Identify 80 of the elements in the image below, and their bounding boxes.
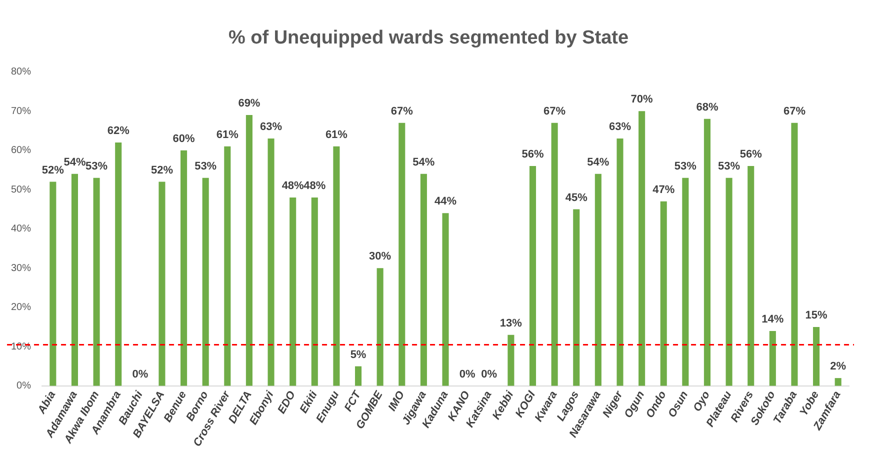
data-label: 53% xyxy=(674,160,697,172)
data-label: 53% xyxy=(86,160,108,172)
data-label: 68% xyxy=(696,101,718,114)
bar xyxy=(311,197,318,386)
y-tick-label: 20% xyxy=(11,302,32,314)
data-label: 67% xyxy=(390,105,414,118)
data-label: 67% xyxy=(783,105,806,118)
data-label: 70% xyxy=(630,94,654,106)
bar xyxy=(202,178,209,386)
data-label: 61% xyxy=(325,128,348,141)
bar xyxy=(682,178,689,386)
data-label: 14% xyxy=(762,313,784,326)
bar xyxy=(290,197,296,386)
bar xyxy=(50,182,56,386)
data-label: 0% xyxy=(132,368,148,380)
bar xyxy=(158,182,166,386)
y-tick-label: 60% xyxy=(11,145,32,156)
data-label: 62% xyxy=(107,125,130,138)
chart-title: % of Unequipped wards segmented by State xyxy=(228,28,629,49)
data-label: 44% xyxy=(434,196,457,208)
bar xyxy=(376,268,384,386)
y-tick-label: 40% xyxy=(11,224,32,235)
data-label: 48% xyxy=(282,180,304,192)
bar xyxy=(398,122,406,386)
bar xyxy=(616,138,624,386)
bar xyxy=(813,327,820,386)
data-label: 0% xyxy=(459,368,476,380)
y-tick-label: 70% xyxy=(11,106,32,117)
bar xyxy=(420,174,427,386)
data-label: 47% xyxy=(652,184,675,196)
bar xyxy=(93,178,100,386)
data-label: 56% xyxy=(522,148,544,161)
y-tick-label: 30% xyxy=(11,262,32,274)
bar xyxy=(573,209,580,386)
bar xyxy=(551,122,558,386)
data-label: 52% xyxy=(150,164,174,176)
y-tick-label: 0% xyxy=(16,380,32,392)
bar xyxy=(224,146,231,386)
bar xyxy=(115,142,122,386)
bar xyxy=(726,178,732,386)
bar xyxy=(748,166,754,386)
bar xyxy=(268,138,274,386)
data-label: 69% xyxy=(238,98,260,110)
bar xyxy=(660,201,667,386)
bar xyxy=(333,146,340,386)
data-label: 61% xyxy=(216,128,239,141)
bar xyxy=(442,213,449,386)
data-label: 63% xyxy=(608,121,632,134)
data-label: 60% xyxy=(172,132,195,145)
data-label: 45% xyxy=(565,192,588,204)
data-label: 67% xyxy=(544,105,566,118)
data-label: 0% xyxy=(481,368,498,380)
data-label: 54% xyxy=(587,156,610,168)
bar xyxy=(354,366,362,386)
data-label: 53% xyxy=(718,160,740,172)
bar xyxy=(834,378,842,386)
bar xyxy=(769,330,776,386)
bar xyxy=(529,166,536,386)
bar xyxy=(704,118,711,386)
data-label: 56% xyxy=(740,148,762,161)
data-label: 54% xyxy=(64,156,86,168)
data-label: 54% xyxy=(412,156,435,168)
data-label: 2% xyxy=(830,360,846,373)
data-label: 30% xyxy=(369,250,392,263)
bar xyxy=(791,122,798,386)
bar xyxy=(180,150,188,386)
data-label: 53% xyxy=(194,160,217,172)
data-label: 48% xyxy=(304,180,326,192)
y-tick-label: 50% xyxy=(11,184,32,196)
data-label: 52% xyxy=(42,164,64,176)
data-label: 15% xyxy=(805,310,828,322)
bar xyxy=(594,174,602,386)
data-label: 5% xyxy=(350,348,366,361)
bar xyxy=(246,114,252,386)
data-label: 63% xyxy=(260,121,282,134)
y-tick-label: 80% xyxy=(11,66,32,78)
bar xyxy=(71,174,78,386)
data-label: 13% xyxy=(500,317,522,330)
bar xyxy=(638,111,646,386)
bar xyxy=(508,334,514,386)
